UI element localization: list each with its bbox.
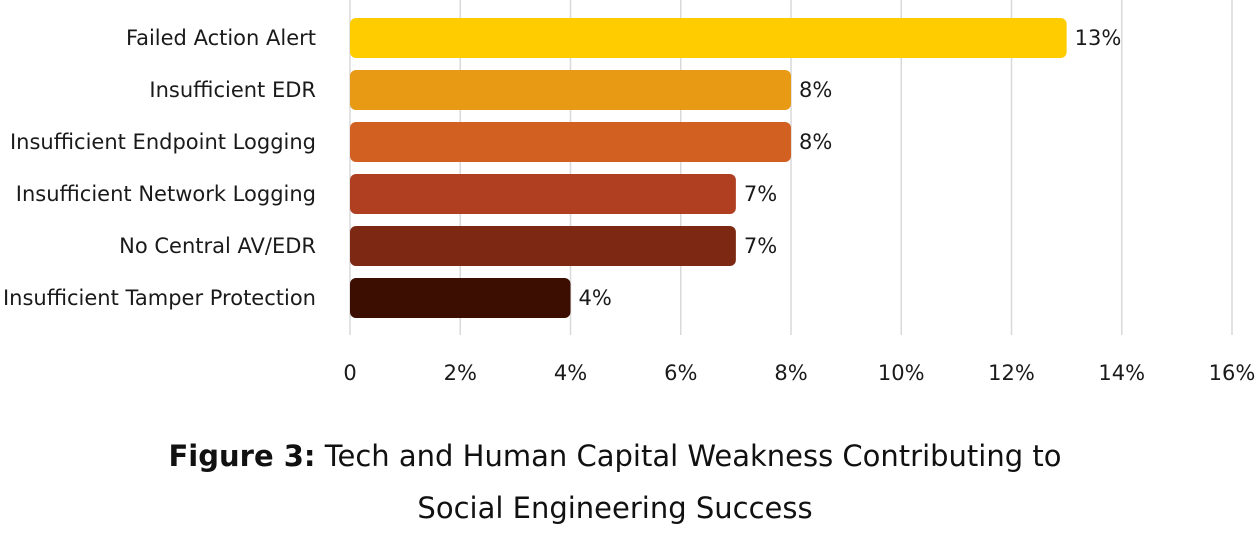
bar xyxy=(350,226,736,266)
category-label: No Central AV/EDR xyxy=(119,234,316,258)
data-label: 7% xyxy=(744,234,777,258)
x-tick-label: 12% xyxy=(988,361,1035,385)
category-label: Insufficient Tamper Protection xyxy=(3,286,316,310)
bar xyxy=(350,70,791,110)
figure-caption: Figure 3: Tech and Human Capital Weaknes… xyxy=(0,430,1230,534)
x-tick-label: 16% xyxy=(1209,361,1256,385)
category-label: Insufficient EDR xyxy=(149,78,316,102)
data-label: 8% xyxy=(799,78,832,102)
category-label: Failed Action Alert xyxy=(126,26,316,50)
x-tick-label: 10% xyxy=(878,361,925,385)
caption-line-2: Social Engineering Success xyxy=(417,491,813,525)
data-labels: 13% 8% 8% 7% 7% 4% xyxy=(579,26,1122,310)
x-tick-label: 2% xyxy=(444,361,477,385)
x-tick-label: 0 xyxy=(343,361,356,385)
x-tick-label: 14% xyxy=(1098,361,1145,385)
data-label: 8% xyxy=(799,130,832,154)
category-label: Insufficient Endpoint Logging xyxy=(10,130,316,154)
category-label: Insufficient Network Logging xyxy=(16,182,316,206)
category-labels: Failed Action Alert Insufficient EDR Insuf… xyxy=(3,26,316,310)
bar xyxy=(350,278,571,318)
bar xyxy=(350,174,736,214)
bar-chart: Failed Action Alert Insufficient EDR Insuf… xyxy=(3,0,1255,385)
data-label: 13% xyxy=(1075,26,1122,50)
figure-label: Figure 3: xyxy=(168,439,316,473)
bar xyxy=(350,18,1067,58)
x-tick-label: 4% xyxy=(554,361,587,385)
x-axis-tick-labels: 0 2% 4% 6% 8% 10% 12% 14% 16% xyxy=(343,361,1255,385)
bars xyxy=(350,18,1067,318)
caption-line-1: Figure 3: Tech and Human Capital Weaknes… xyxy=(0,430,1230,482)
data-label: 7% xyxy=(744,182,777,206)
caption-title-part-1: Tech and Human Capital Weakness Contribu… xyxy=(324,439,1062,473)
data-label: 4% xyxy=(579,286,612,310)
x-tick-label: 6% xyxy=(664,361,697,385)
x-tick-label: 8% xyxy=(774,361,807,385)
bar xyxy=(350,122,791,162)
